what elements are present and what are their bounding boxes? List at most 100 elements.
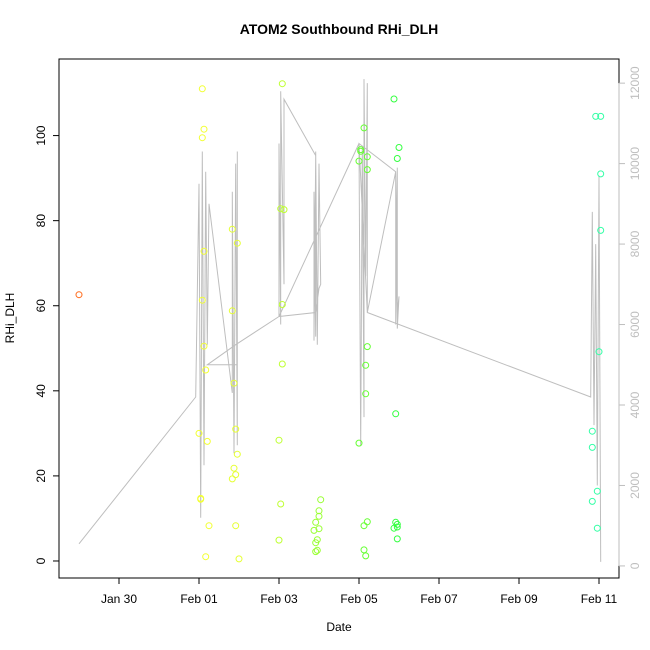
data-point <box>275 436 283 444</box>
data-point <box>198 85 206 93</box>
data-point <box>355 439 363 447</box>
data-point <box>277 205 285 213</box>
data-point <box>597 226 605 234</box>
x-tick-label: Feb 01 <box>180 592 218 606</box>
data-point <box>393 535 401 543</box>
data-point <box>205 522 213 530</box>
data-point <box>395 144 403 151</box>
y-tick-label-right: 12000 <box>628 66 642 100</box>
data-point <box>310 526 318 534</box>
x-tick-label: Feb 09 <box>500 592 538 606</box>
y-tick-label-right: 0 <box>628 562 642 569</box>
data-point <box>588 497 596 505</box>
y-tick-label-right: 4000 <box>628 391 642 418</box>
data-point <box>198 296 206 304</box>
data-point <box>393 523 401 531</box>
data-point <box>363 343 371 351</box>
data-point <box>315 525 323 533</box>
data-point <box>593 487 601 495</box>
y-tick-label-right: 6000 <box>628 311 642 338</box>
data-point <box>232 471 240 479</box>
data-point <box>363 518 371 526</box>
data-point <box>390 524 398 532</box>
y-axis-left: 0 20 40 60 80 100 <box>34 125 60 564</box>
y-tick-label-left: 60 <box>34 299 48 313</box>
data-point <box>228 475 236 483</box>
y-tick-label-right: 2000 <box>628 472 642 499</box>
y-axis-right: 0 2000 4000 6000 8000 10000 12000 <box>618 66 642 569</box>
data-point <box>360 546 368 554</box>
chart-title: ATOM2 Southbound RHi_DLH <box>240 21 439 37</box>
data-point <box>278 360 286 368</box>
data-point <box>360 522 368 530</box>
data-point <box>278 301 286 308</box>
data-point <box>597 170 605 178</box>
data-point <box>228 225 236 233</box>
data-point <box>312 518 320 526</box>
data-point <box>390 95 398 103</box>
data-point <box>588 443 596 451</box>
data-point <box>195 429 203 437</box>
data-point <box>313 536 321 544</box>
data-point <box>233 450 241 458</box>
data-point <box>230 464 238 472</box>
data-point <box>275 536 283 544</box>
data-point <box>588 427 596 435</box>
data-point <box>198 134 206 142</box>
data-point <box>360 124 368 132</box>
x-tick-label: Feb 05 <box>340 592 378 606</box>
y-axis-label: RHi_DLH <box>3 293 17 344</box>
data-point <box>355 157 363 165</box>
y-tick-label-left: 80 <box>34 214 48 228</box>
data-point <box>200 247 208 255</box>
data-point <box>597 112 605 120</box>
data-point <box>362 552 370 560</box>
data-point <box>278 80 286 88</box>
data-point <box>228 307 236 315</box>
y-tick-label-left: 20 <box>34 469 48 483</box>
x-tick-label: Feb 11 <box>581 592 618 606</box>
data-point <box>235 555 243 563</box>
y-tick-label-left: 100 <box>34 125 48 145</box>
x-tick-label: Feb 07 <box>420 592 458 606</box>
data-point <box>313 546 321 554</box>
plot-area-frame <box>58 58 620 579</box>
points-layer <box>75 80 605 563</box>
data-point <box>232 425 240 433</box>
data-point <box>393 155 401 162</box>
altitude-line-layer <box>78 79 602 562</box>
x-tick-label: Feb 03 <box>260 592 298 606</box>
data-point <box>362 390 370 398</box>
data-point <box>277 500 285 508</box>
data-point <box>362 361 370 369</box>
data-point <box>280 206 288 214</box>
y-tick-label-left: 0 <box>34 557 48 564</box>
data-point <box>315 507 323 515</box>
data-point <box>357 147 365 155</box>
data-point <box>233 239 241 247</box>
data-point <box>75 291 83 299</box>
data-point <box>200 125 208 133</box>
data-point <box>592 112 600 120</box>
data-point <box>197 495 205 503</box>
altitude-line <box>78 79 602 562</box>
data-point <box>392 410 400 418</box>
data-point <box>230 379 238 387</box>
x-axis-label: Date <box>326 620 352 634</box>
data-point <box>595 348 603 356</box>
data-point <box>317 496 325 504</box>
data-point <box>363 153 371 161</box>
data-point <box>202 366 210 374</box>
data-point <box>202 553 210 561</box>
y-tick-label-right: 8000 <box>628 230 642 257</box>
data-point <box>200 342 208 350</box>
data-point <box>312 548 320 556</box>
data-point <box>232 522 240 530</box>
data-point <box>593 524 601 532</box>
x-tick-label: Jan 30 <box>101 592 137 606</box>
x-axis: Jan 30 Feb 01 Feb 03 Feb 05 Feb 07 Feb 09 Feb … <box>101 577 618 606</box>
y-tick-label-right: 10000 <box>628 147 642 181</box>
y-tick-label-left: 40 <box>34 384 48 398</box>
data-point <box>203 437 211 445</box>
